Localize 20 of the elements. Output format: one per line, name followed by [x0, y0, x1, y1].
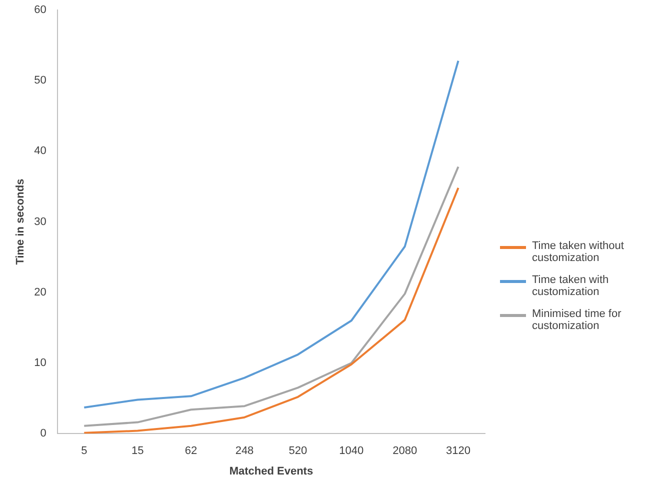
x-tick-label: 1040 — [339, 445, 364, 458]
y-tick-label: 30 — [34, 216, 46, 228]
y-axis-title: Time in seconds — [14, 178, 27, 265]
x-tick-label: 15 — [131, 445, 144, 458]
y-tick-label: 40 — [34, 145, 46, 158]
legend-label: Time taken with customization — [532, 274, 610, 298]
x-tick-label: 248 — [235, 445, 254, 458]
y-tick-label: 0 — [40, 428, 46, 440]
x-tick-label: 3120 — [446, 445, 471, 458]
legend-label: Minimised time for customization — [532, 308, 622, 332]
y-tick-label: 10 — [34, 357, 46, 370]
legend-label: Time taken without customization — [532, 240, 625, 264]
x-tick-label: 2080 — [392, 445, 418, 458]
y-tick-label: 60 — [34, 4, 46, 16]
x-tick-label: 5 — [81, 445, 88, 458]
x-tick-label: 62 — [184, 445, 198, 458]
x-axis-title: Matched Events — [229, 465, 314, 478]
x-tick-label: 520 — [288, 445, 308, 458]
y-tick-label: 50 — [34, 74, 46, 87]
y-tick-label: 20 — [34, 286, 46, 298]
